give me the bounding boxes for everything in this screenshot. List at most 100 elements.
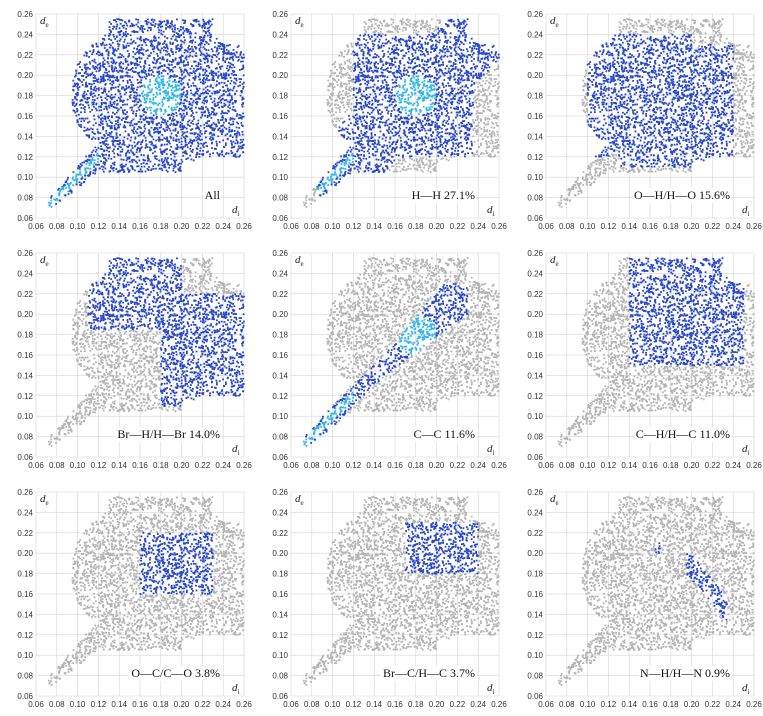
background-point	[473, 106, 475, 109]
contact-point	[187, 61, 189, 64]
contact-point	[205, 23, 208, 25]
contact-point	[103, 102, 106, 105]
contact-point	[103, 149, 105, 152]
contact-point	[133, 94, 136, 97]
contact-point	[121, 19, 124, 22]
contact-point	[171, 87, 174, 89]
contact-point	[224, 60, 227, 63]
contact-point	[91, 95, 94, 98]
contact-point	[89, 159, 92, 161]
y-tick-label: 0.24	[17, 30, 33, 39]
contact-point	[160, 116, 163, 119]
contact-point	[121, 109, 124, 112]
contact-point	[107, 143, 109, 146]
background-point	[352, 45, 354, 48]
contact-point	[451, 148, 454, 150]
contact-point	[348, 159, 351, 162]
contact-point	[184, 21, 186, 24]
contact-point	[381, 150, 384, 153]
contact-point	[119, 99, 122, 102]
contact-point	[470, 60, 473, 62]
background-point	[340, 63, 343, 66]
contact-point	[158, 163, 161, 166]
contact-point	[106, 136, 109, 139]
background-point	[347, 88, 350, 91]
contact-point	[203, 57, 205, 60]
contact-point	[222, 59, 225, 62]
contact-point	[129, 75, 131, 78]
contact-point	[181, 55, 184, 57]
contact-point	[150, 52, 152, 54]
contact-point	[181, 160, 184, 163]
contact-point	[191, 142, 194, 145]
contact-point	[210, 59, 213, 61]
contact-point	[140, 57, 143, 60]
contact-point	[368, 152, 371, 155]
contact-point	[360, 153, 362, 156]
contact-point	[70, 191, 73, 194]
contact-point	[463, 19, 466, 22]
background-point	[380, 30, 382, 33]
contact-point	[167, 26, 169, 28]
background-point	[488, 77, 491, 80]
contact-point	[174, 57, 177, 60]
contact-point	[142, 31, 144, 34]
contact-point	[205, 122, 207, 124]
x-tick-label: 0.24	[215, 222, 231, 231]
contact-point	[94, 167, 97, 170]
background-point	[351, 51, 354, 54]
contact-point	[220, 72, 222, 75]
contact-point	[96, 64, 99, 66]
contact-point	[450, 136, 452, 139]
contact-point	[175, 75, 177, 78]
contact-point	[105, 107, 108, 109]
contact-point	[138, 44, 141, 47]
contact-point	[126, 82, 129, 84]
contact-point	[427, 70, 429, 73]
x-tick-label: 0.22	[195, 222, 211, 231]
contact-point	[192, 39, 194, 42]
contact-point	[133, 87, 135, 90]
contact-point	[182, 32, 185, 35]
contact-point	[92, 77, 95, 79]
contact-point	[145, 106, 147, 109]
background-point	[486, 143, 488, 146]
background-point	[396, 170, 399, 173]
contact-point	[76, 92, 78, 95]
contact-point	[164, 70, 167, 73]
contact-point	[174, 24, 176, 27]
contact-point	[190, 150, 193, 153]
contact-point	[178, 56, 181, 59]
contact-point	[239, 54, 242, 56]
contact-point	[92, 149, 95, 152]
contact-point	[154, 86, 157, 89]
contact-point	[149, 22, 152, 25]
background-point	[343, 56, 345, 58]
background-point	[413, 24, 416, 27]
contact-point	[212, 121, 215, 124]
contact-point	[146, 157, 149, 160]
contact-point	[149, 40, 151, 43]
contact-point	[180, 77, 183, 80]
contact-point	[190, 85, 193, 87]
background-point	[331, 63, 334, 66]
contact-point	[242, 74, 245, 77]
contact-point	[88, 106, 91, 109]
contact-point	[220, 81, 223, 84]
contact-point	[158, 29, 160, 31]
contact-point	[184, 64, 187, 67]
contact-point	[200, 142, 202, 145]
contact-point	[231, 123, 233, 126]
background-point	[407, 21, 410, 23]
contact-point	[206, 61, 209, 63]
background-point	[472, 119, 474, 121]
contact-point	[108, 28, 111, 31]
contact-point	[209, 36, 212, 39]
contact-point	[192, 77, 195, 79]
background-point	[345, 90, 348, 93]
background-point	[334, 79, 337, 82]
contact-point	[440, 68, 442, 71]
contact-point	[183, 109, 186, 112]
contact-point	[224, 104, 227, 106]
contact-point	[169, 74, 172, 77]
